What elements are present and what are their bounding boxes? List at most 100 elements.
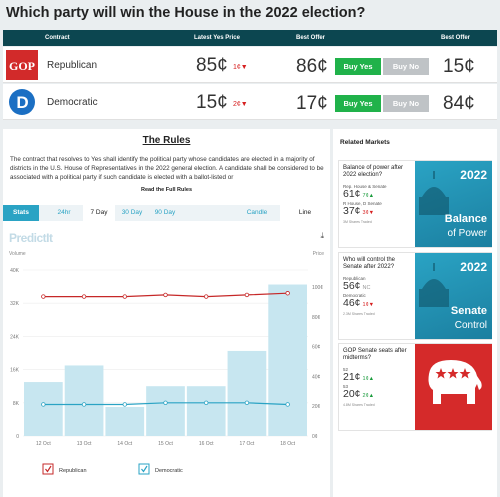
volume-bar bbox=[186, 386, 226, 436]
best-no-offer[interactable]: 84¢ bbox=[443, 93, 475, 114]
related-market-card[interactable]: Who will control the Senate after 2022? … bbox=[338, 252, 492, 340]
price-point bbox=[41, 402, 46, 407]
contract-row-republican: GOP Republican 85¢ 1¢▼ 86¢ Buy Yes Buy N… bbox=[3, 47, 497, 83]
market-contract-label: R House, D Senate bbox=[343, 201, 382, 206]
x-tick-label: 18 Oct bbox=[280, 441, 295, 447]
y-tick-label-left: 16K bbox=[10, 368, 20, 374]
market-contract-price: 21¢ 1¢▲ bbox=[343, 371, 375, 383]
arrow-up-icon: ▲ bbox=[368, 376, 375, 382]
x-tick-label: 17 Oct bbox=[240, 441, 255, 447]
y-tick-label-right: 0¢ bbox=[312, 434, 318, 440]
best-yes-offer[interactable]: 86¢ bbox=[296, 56, 328, 77]
balance-of-power-image: 2022 Balance of Power bbox=[415, 161, 492, 247]
related-markets-panel: Related Markets Balance of power after 2… bbox=[333, 129, 497, 497]
y-tick-label-left: 32K bbox=[10, 301, 20, 307]
price-point bbox=[285, 402, 290, 407]
related-market-card[interactable]: GOP Senate seats after midterms? 52 21¢ 1… bbox=[338, 343, 492, 431]
buy-no-button[interactable]: Buy No bbox=[383, 95, 429, 112]
tab-candle[interactable]: Candle bbox=[246, 209, 268, 216]
volume-bar bbox=[146, 386, 185, 436]
download-icon[interactable]: ⤓ bbox=[320, 231, 324, 240]
y-tick-label-left: 40K bbox=[10, 268, 20, 274]
latest-price: 15¢ bbox=[196, 92, 228, 113]
arrow-up-icon: ▲ bbox=[368, 193, 375, 199]
arrow-down-icon: ▼ bbox=[240, 64, 248, 71]
volume-bar bbox=[64, 365, 104, 436]
market-image-title: Balance bbox=[444, 213, 487, 225]
price-axis-label: Price bbox=[313, 251, 325, 257]
tab-90-day[interactable]: 90 Day bbox=[154, 209, 176, 216]
tab-30-day[interactable]: 30 Day bbox=[121, 209, 143, 216]
shares-traded: 2.3M Shares Traded bbox=[343, 312, 375, 316]
predictit-watermark-logo: PredictIt bbox=[9, 231, 53, 245]
x-tick-label: 15 Oct bbox=[158, 441, 173, 447]
latest-price-column-header: Latest Yes Price bbox=[194, 35, 240, 41]
market-contract-label: Republican bbox=[343, 276, 366, 281]
market-year: 2022 bbox=[460, 260, 487, 274]
y-tick-label-right: 100¢ bbox=[312, 285, 323, 291]
capitol-icon bbox=[419, 171, 449, 215]
y-tick-label-right: 20¢ bbox=[312, 404, 321, 410]
tab-line[interactable]: Line bbox=[280, 205, 330, 221]
price-point bbox=[285, 291, 290, 296]
buy-yes-button[interactable]: Buy Yes bbox=[335, 95, 381, 112]
related-market-card[interactable]: Balance of power after 2022 election? Re… bbox=[338, 160, 492, 248]
x-tick-label: 14 Oct bbox=[117, 441, 132, 447]
contract-name: Republican bbox=[47, 60, 98, 71]
market-image-subtitle: Control bbox=[454, 320, 487, 331]
price-change: 1¢▼ bbox=[233, 64, 248, 71]
x-tick-label: 12 Oct bbox=[36, 441, 51, 447]
buy-no-button[interactable]: Buy No bbox=[383, 58, 429, 75]
x-tick-label: 13 Oct bbox=[77, 441, 92, 447]
arrow-down-icon: ▼ bbox=[368, 210, 375, 216]
best-yes-offer[interactable]: 17¢ bbox=[296, 93, 328, 114]
market-contract-price: 20¢ 2¢▲ bbox=[343, 388, 375, 400]
contracts-table-header: Contract Latest Yes Price Best Offer Bes… bbox=[3, 30, 497, 46]
read-full-rules-link[interactable]: Read the Full Rules bbox=[140, 187, 193, 193]
volume-bar bbox=[227, 350, 267, 436]
legend-label-republican: Republican bbox=[59, 468, 87, 474]
y-tick-label-right: 40¢ bbox=[312, 374, 321, 380]
arrow-down-icon: ▼ bbox=[240, 101, 248, 108]
price-point bbox=[122, 294, 127, 299]
market-contract-label: 52 bbox=[343, 367, 349, 372]
capitol-icon bbox=[419, 263, 449, 307]
best-no-offer[interactable]: 15¢ bbox=[443, 56, 475, 77]
latest-price: 85¢ bbox=[196, 55, 228, 76]
price-point bbox=[81, 402, 87, 407]
y-tick-label-left: 24K bbox=[10, 334, 20, 340]
market-contract-price: 46¢ 1¢▼ bbox=[343, 297, 375, 309]
tab-stats[interactable]: Stats bbox=[3, 205, 39, 221]
market-contract-price: 37¢ 3¢▼ bbox=[343, 205, 375, 217]
x-tick-label: 16 Oct bbox=[199, 441, 214, 447]
related-markets-heading: Related Markets bbox=[340, 139, 390, 146]
contract-row-democratic: D Democratic 15¢ 2¢▼ 17¢ Buy Yes Buy No … bbox=[3, 84, 497, 120]
rules-title: The Rules bbox=[142, 135, 191, 146]
market-image-title: Senate bbox=[450, 305, 487, 317]
gop-logo-icon: GOP bbox=[6, 50, 38, 80]
price-point bbox=[163, 400, 168, 405]
price-point bbox=[163, 292, 168, 298]
legend-checkbox-democratic bbox=[138, 463, 150, 475]
price-point bbox=[244, 292, 250, 298]
best-offer-yes-column-header: Best Offer bbox=[296, 35, 326, 41]
price-volume-chart: Volume Price 40K 32K 24K 16K 8K 0 100¢ 80¢ 60¢ 40¢ 2… bbox=[9, 251, 325, 475]
market-question: Balance of power after 2022 election? bbox=[343, 165, 404, 178]
price-point bbox=[81, 294, 87, 299]
volume-axis-label: Volume bbox=[9, 251, 26, 257]
democratic-logo-icon: D bbox=[6, 87, 38, 117]
tab-24hr[interactable]: 24hr bbox=[57, 209, 71, 216]
volume-bar bbox=[105, 406, 145, 436]
chart-tabs: Stats 24hr 7 Day 30 Day 90 Day Candle Li… bbox=[3, 205, 330, 221]
legend-checkbox-republican bbox=[42, 463, 54, 475]
tab-7-day[interactable]: 7 Day bbox=[83, 205, 115, 221]
price-point bbox=[204, 294, 209, 299]
checkmark-icon bbox=[141, 465, 148, 473]
market-question: Who will control the Senate after 2022? bbox=[343, 257, 396, 270]
arrow-up-icon: ▲ bbox=[368, 393, 375, 399]
y-tick-label-left: 0 bbox=[16, 434, 19, 440]
arrow-down-icon: ▼ bbox=[368, 302, 375, 308]
checkmark-icon bbox=[45, 465, 52, 473]
legend-label-democratic: Democratic bbox=[155, 468, 183, 474]
buy-yes-button[interactable]: Buy Yes bbox=[335, 58, 381, 75]
